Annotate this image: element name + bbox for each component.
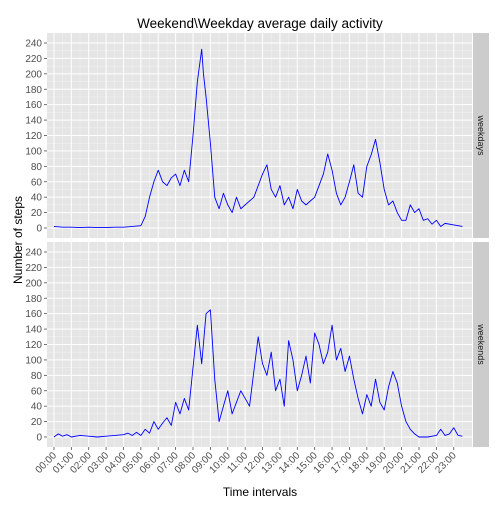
y-tick-label: 160 <box>25 309 42 320</box>
y-tick-label: 140 <box>25 325 42 336</box>
y-tick-label: 180 <box>25 85 42 96</box>
facet-strip-label: weekends <box>476 323 486 365</box>
y-tick-label: 40 <box>31 402 43 413</box>
y-tick-label: 220 <box>25 54 42 65</box>
series-line-weekends <box>53 309 463 438</box>
y-tick-label: 80 <box>31 371 43 382</box>
facet-strip-label: weekdays <box>476 114 486 156</box>
y-tick-label: 40 <box>31 193 43 204</box>
y-tick-label: 80 <box>31 162 43 173</box>
y-tick-label: 200 <box>25 278 42 289</box>
y-tick-label: 120 <box>25 131 42 142</box>
y-axis-title: Number of steps <box>11 196 25 284</box>
y-tick-label: 100 <box>25 355 42 366</box>
facet-panels: 020406080100120140160180200220240weekday… <box>25 33 489 476</box>
facet-strip <box>473 33 489 238</box>
y-tick-label: 0 <box>36 433 42 444</box>
y-tick-label: 180 <box>25 294 42 305</box>
y-tick-label: 100 <box>25 146 42 157</box>
y-tick-label: 20 <box>31 417 43 428</box>
y-tick-label: 120 <box>25 340 42 351</box>
y-tick-label: 160 <box>25 100 42 111</box>
y-tick-label: 60 <box>31 386 43 397</box>
x-axis-title: Time intervals <box>223 485 297 499</box>
y-tick-label: 220 <box>25 263 42 274</box>
y-tick-label: 20 <box>31 208 43 219</box>
y-tick-label: 240 <box>25 248 42 259</box>
y-tick-label: 140 <box>25 116 42 127</box>
facet-strip <box>473 242 489 447</box>
series-line-weekdays <box>53 48 463 229</box>
chart-title: Weekend\Weekday average daily activity <box>137 16 383 31</box>
y-tick-label: 240 <box>25 39 42 50</box>
y-tick-label: 0 <box>36 224 42 235</box>
y-tick-label: 200 <box>25 69 42 80</box>
y-tick-label: 60 <box>31 177 43 188</box>
